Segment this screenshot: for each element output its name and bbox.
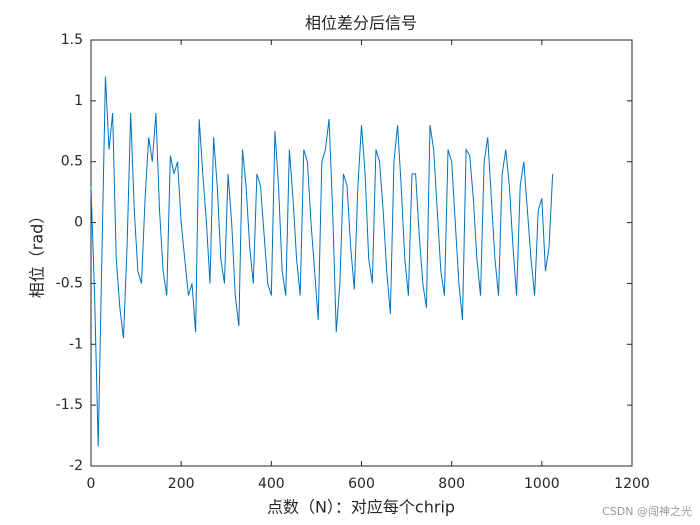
x-tick-label: 1000 (524, 476, 560, 492)
line-series (90, 76, 554, 447)
y-tick-label: -1 (69, 336, 83, 352)
x-tick-label: 0 (87, 476, 96, 492)
y-tick-label: -2 (69, 458, 83, 474)
x-tick-label: 200 (168, 476, 195, 492)
x-tick-label: 800 (438, 476, 465, 492)
y-tick-label: 1 (74, 93, 83, 109)
x-axis-label: 点数（N）：对应每个chrip (267, 498, 455, 517)
x-tick-label: 400 (258, 476, 285, 492)
y-tick-label: 0.5 (61, 154, 83, 170)
x-tick-label: 600 (348, 476, 375, 492)
y-tick-label: -1.5 (56, 397, 83, 413)
chart-title: 相位差分后信号 (305, 14, 417, 33)
y-axis-label: 相位（rad） (28, 208, 47, 299)
y-tick-label: -0.5 (56, 275, 83, 291)
watermark: CSDN @闯神之光 (602, 504, 692, 518)
y-tick-label: 0 (74, 215, 83, 231)
x-tick-label: 1200 (614, 476, 650, 492)
plot-area (90, 39, 633, 467)
y-tick-label: 1.5 (61, 32, 83, 48)
